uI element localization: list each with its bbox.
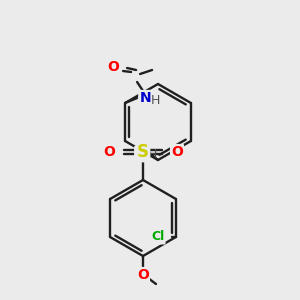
Text: H: H: [147, 148, 157, 160]
Text: O: O: [107, 60, 119, 74]
Text: N: N: [139, 91, 151, 105]
Text: O: O: [137, 268, 149, 282]
Text: O: O: [171, 145, 183, 159]
Text: Cl: Cl: [151, 230, 164, 244]
Text: S: S: [137, 143, 149, 161]
Text: O: O: [103, 145, 115, 159]
Text: H: H: [150, 94, 160, 107]
Text: N: N: [135, 147, 147, 161]
